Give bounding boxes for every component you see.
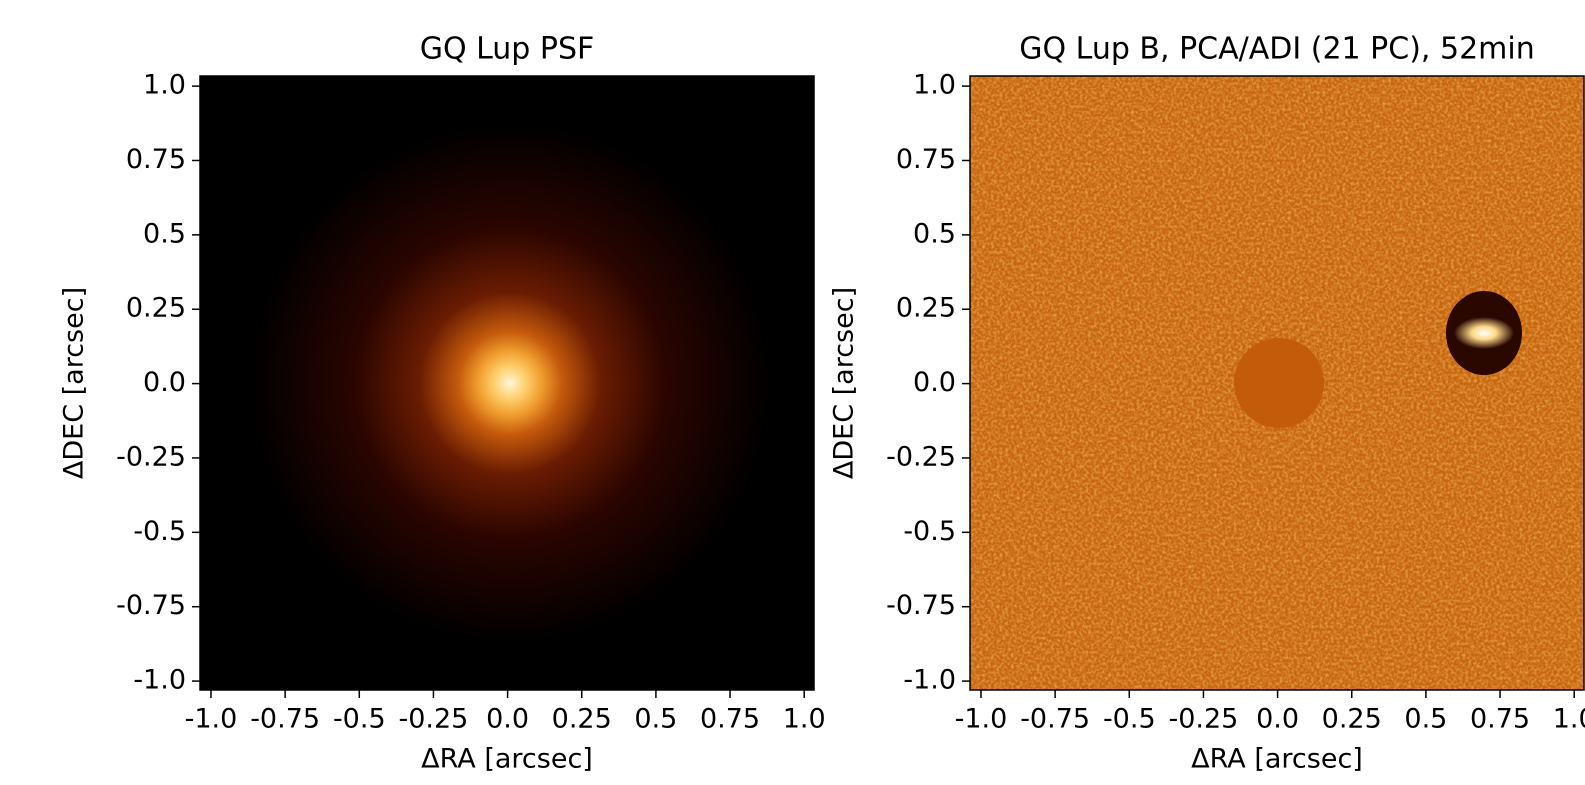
x-tick-label: 0.0 [1256,704,1299,735]
x-tick-label: 0.5 [1404,704,1447,735]
y-tick-label: 0.25 [896,293,956,324]
x-tick-label: 0.25 [1322,704,1382,735]
psf-image [200,76,814,690]
y-axis-label: ΔDEC [arcsec] [59,287,90,479]
y-tick-label: -1.0 [133,665,186,696]
y-tick-label: 0.25 [126,293,186,324]
x-tick-label: -0.5 [1103,704,1156,735]
y-tick-label: -0.5 [903,516,956,547]
y-tick-label: -0.25 [886,441,956,472]
x-axis-label: ΔRA [arcsec] [1191,744,1363,775]
x-tick-label: -0.75 [250,704,320,735]
x-axis-label: ΔRA [arcsec] [421,744,593,775]
y-tick-label: -0.75 [886,590,956,621]
y-tick-label: 0.5 [143,218,186,249]
x-tick-label: -0.25 [1169,704,1239,735]
x-tick-label: -0.75 [1020,704,1090,735]
pca-adi-image [970,76,1584,690]
chart-title: GQ Lup B, PCA/ADI (21 PC), 52min [1019,32,1534,67]
x-tick-label: 0.0 [486,704,529,735]
x-tick-label: -1.0 [185,704,238,735]
y-tick-label: -1.0 [903,665,956,696]
y-tick-label: 0.5 [913,218,956,249]
x-tick-label: 1.0 [783,704,826,735]
y-tick-label: 0.0 [913,367,956,398]
y-axis-label: ΔDEC [arcsec] [829,287,860,479]
x-tick-label: 0.25 [552,704,612,735]
y-tick-label: -0.25 [116,441,186,472]
x-tick-label: 1.0 [1553,704,1585,735]
y-tick-label: 1.0 [143,70,186,101]
x-tick-label: 0.75 [1470,704,1530,735]
x-tick-label: -0.25 [399,704,469,735]
y-tick-label: 0.75 [126,144,186,175]
x-tick-label: -1.0 [955,704,1008,735]
chart-title: GQ Lup PSF [420,32,595,67]
y-tick-label: 0.75 [896,144,956,175]
x-tick-label: 0.75 [700,704,760,735]
y-tick-label: -0.75 [116,590,186,621]
y-tick-label: 0.0 [143,367,186,398]
y-tick-label: -0.5 [133,516,186,547]
x-tick-label: -0.5 [333,704,386,735]
x-tick-label: 0.5 [634,704,677,735]
y-tick-label: 1.0 [913,70,956,101]
